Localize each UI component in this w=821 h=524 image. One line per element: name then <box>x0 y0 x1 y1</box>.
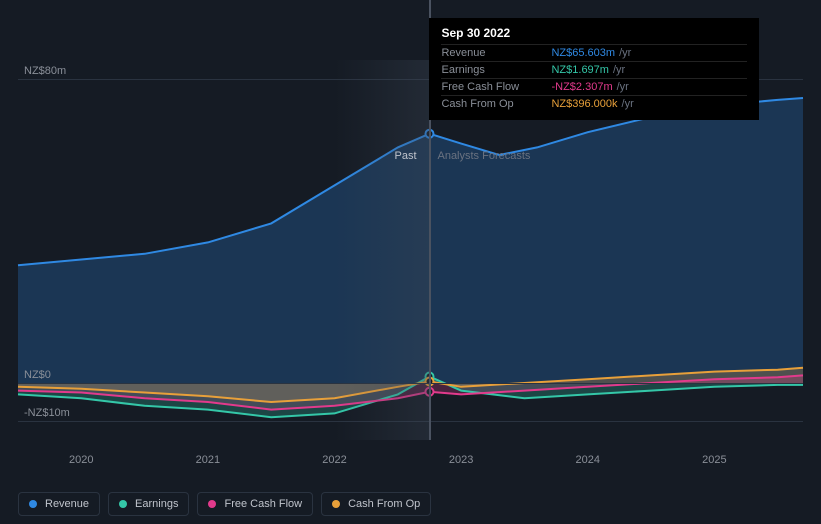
chart-legend: Revenue Earnings Free Cash Flow Cash Fro… <box>18 492 431 516</box>
x-axis-label: 2025 <box>702 454 726 466</box>
forecast-label: Analysts Forecasts <box>437 150 530 162</box>
tooltip-row: Free Cash Flow-NZ$2.307m/yr <box>441 78 747 95</box>
tooltip-row-unit: /yr <box>619 47 631 59</box>
tooltip-row-label: Free Cash Flow <box>441 81 551 93</box>
y-axis-label: NZ$0 <box>24 369 51 381</box>
legend-label: Cash From Op <box>348 498 420 510</box>
x-axis-label: 2020 <box>69 454 93 466</box>
tooltip-row-label: Revenue <box>441 47 551 59</box>
hover-highlight-region <box>335 60 430 440</box>
legend-item-earnings[interactable]: Earnings <box>108 492 189 516</box>
tooltip-row-unit: /yr <box>617 81 629 93</box>
x-axis-label: 2022 <box>322 454 346 466</box>
tooltip-row-label: Cash From Op <box>441 98 551 110</box>
x-axis-label: 2024 <box>576 454 600 466</box>
x-axis-label: 2023 <box>449 454 473 466</box>
legend-dot-icon <box>29 500 37 508</box>
tooltip-row-label: Earnings <box>441 64 551 76</box>
tooltip-row-unit: /yr <box>613 64 625 76</box>
legend-item-revenue[interactable]: Revenue <box>18 492 100 516</box>
legend-label: Revenue <box>45 498 89 510</box>
legend-item-free-cash-flow[interactable]: Free Cash Flow <box>197 492 313 516</box>
tooltip-row-unit: /yr <box>622 98 634 110</box>
tooltip-date: Sep 30 2022 <box>441 26 747 40</box>
x-axis-label: 2021 <box>196 454 220 466</box>
tooltip-row-value: NZ$396.000k <box>551 98 617 110</box>
legend-label: Free Cash Flow <box>224 498 302 510</box>
past-label: Past <box>394 150 416 162</box>
tooltip-row: Cash From OpNZ$396.000k/yr <box>441 95 747 112</box>
tooltip-row-value: -NZ$2.307m <box>551 81 612 93</box>
y-axis-label: -NZ$10m <box>24 407 70 419</box>
legend-dot-icon <box>119 500 127 508</box>
tooltip-row-value: NZ$1.697m <box>551 64 608 76</box>
tooltip-row: EarningsNZ$1.697m/yr <box>441 61 747 78</box>
chart-tooltip: Sep 30 2022 RevenueNZ$65.603m/yrEarnings… <box>429 18 759 120</box>
legend-item-cash-from-op[interactable]: Cash From Op <box>321 492 431 516</box>
tooltip-row: RevenueNZ$65.603m/yr <box>441 44 747 61</box>
legend-dot-icon <box>332 500 340 508</box>
tooltip-row-value: NZ$65.603m <box>551 47 615 59</box>
y-axis-label: NZ$80m <box>24 65 66 77</box>
legend-label: Earnings <box>135 498 178 510</box>
legend-dot-icon <box>208 500 216 508</box>
